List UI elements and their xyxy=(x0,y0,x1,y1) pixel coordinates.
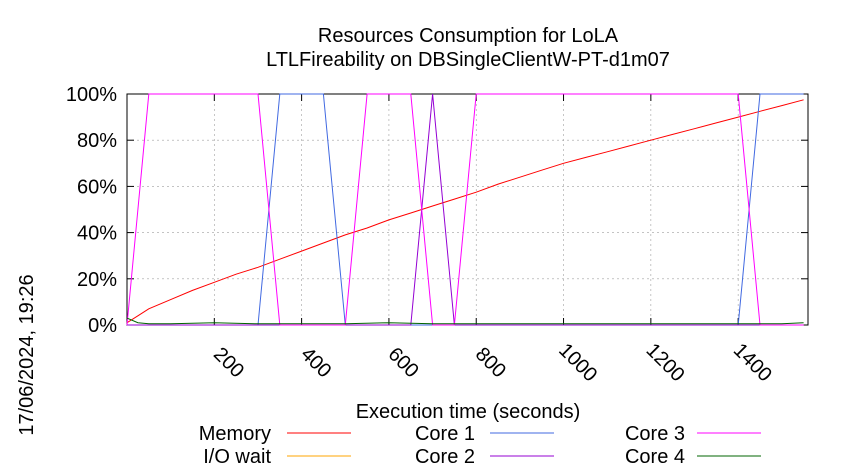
y-tick-label: 100% xyxy=(66,84,117,106)
y-tick-label: 60% xyxy=(77,176,117,198)
legend-label-core-2: Core 2 xyxy=(415,446,475,468)
x-tick-label: 1000 xyxy=(554,339,601,386)
x-tick-label: 600 xyxy=(384,343,423,382)
legend-label-memory: Memory xyxy=(199,423,271,445)
grid xyxy=(127,93,808,326)
x-axis-label: Execution time (seconds) xyxy=(356,401,581,423)
y-tick-label: 20% xyxy=(77,269,117,291)
series-line-core-3 xyxy=(126,93,804,326)
series-lines xyxy=(126,93,804,326)
legend-label-core-3: Core 3 xyxy=(625,423,685,445)
y-tick-label: 80% xyxy=(77,130,117,152)
series-line-core-4 xyxy=(126,317,804,325)
y-tick-label: 40% xyxy=(77,223,117,245)
legend-label-core-4: Core 4 xyxy=(625,446,685,468)
timestamp-label: 17/06/2024, 19:26 xyxy=(16,274,38,435)
x-tick-label: 400 xyxy=(296,343,335,382)
series-line-memory xyxy=(126,99,804,324)
x-tick-label: 200 xyxy=(209,343,248,382)
chart-subtitle: LTLFireability on DBSingleClientW-PT-d1m… xyxy=(266,49,670,71)
axis-ticks: 0% 20% 40% 60% 80% 100% 200 400 600 800 1000 1200 14… xyxy=(66,84,808,386)
plot-frame xyxy=(126,93,809,326)
legend-label-core-1: Core 1 xyxy=(415,423,475,445)
series-line-core-1 xyxy=(127,93,804,326)
legend-label-i-o-wait: I/O wait xyxy=(203,446,271,468)
x-tick-label: 1400 xyxy=(729,339,776,386)
x-tick-label: 1200 xyxy=(642,339,689,386)
chart-title: Resources Consumption for LoLA xyxy=(318,25,619,47)
y-tick-label: 0% xyxy=(88,315,117,337)
x-tick-label: 800 xyxy=(471,343,510,382)
